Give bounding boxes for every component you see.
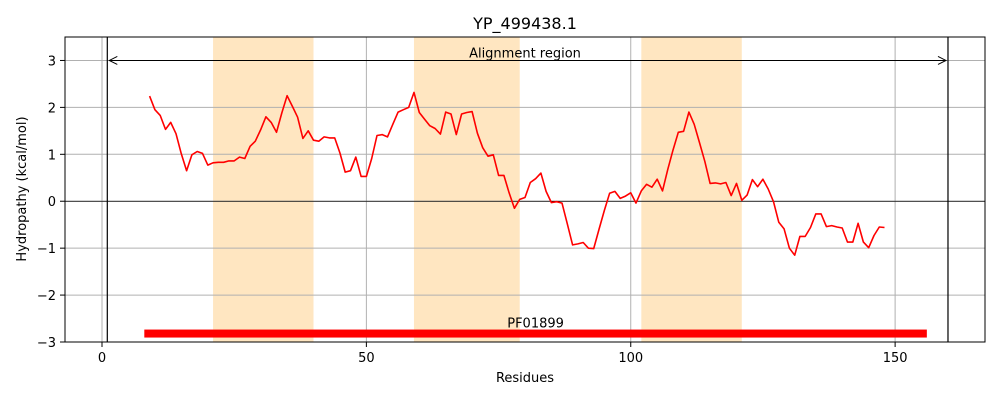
x-tick-label: 50 — [358, 351, 375, 366]
y-tick-label: 2 — [48, 101, 56, 116]
y-tick-label: −3 — [37, 336, 56, 351]
series-layer — [144, 91, 927, 338]
chart-title: YP_499438.1 — [472, 14, 577, 34]
highlight-region-2 — [413, 37, 520, 342]
alignment-region-label: Alignment region — [469, 46, 581, 61]
y-axis-label: Hydropathy (kcal/mol) — [15, 116, 30, 261]
domain-bar — [144, 329, 927, 338]
y-tick-label: 3 — [48, 54, 56, 69]
y-tick-label: −2 — [37, 289, 56, 304]
x-tick-label: 150 — [883, 351, 908, 366]
domain-label: PF01899 — [507, 317, 564, 332]
y-tick-label: 0 — [48, 195, 56, 210]
x-tick-label: 100 — [618, 351, 643, 366]
alignment-arrow-right-head — [937, 56, 948, 65]
highlight-region-3 — [641, 37, 742, 342]
plot-frame — [64, 36, 986, 343]
x-axis-label: Residues — [496, 371, 554, 386]
reference-lines — [65, 37, 985, 342]
axis-ticks: 0 50 100 150 −3 −2 −1 0 1 2 3 — [37, 54, 908, 366]
annotations: Alignment region PF01899 — [469, 46, 581, 331]
highlight-region-1 — [213, 37, 314, 342]
grid-lines — [65, 37, 985, 343]
y-tick-label: −1 — [37, 242, 56, 257]
x-tick-label: 0 — [98, 351, 106, 366]
highlight-regions — [213, 37, 742, 342]
alignment-arrow-left-head — [108, 56, 118, 65]
y-tick-label: 1 — [48, 148, 56, 163]
hydropathy-line-1 — [148, 91, 885, 256]
